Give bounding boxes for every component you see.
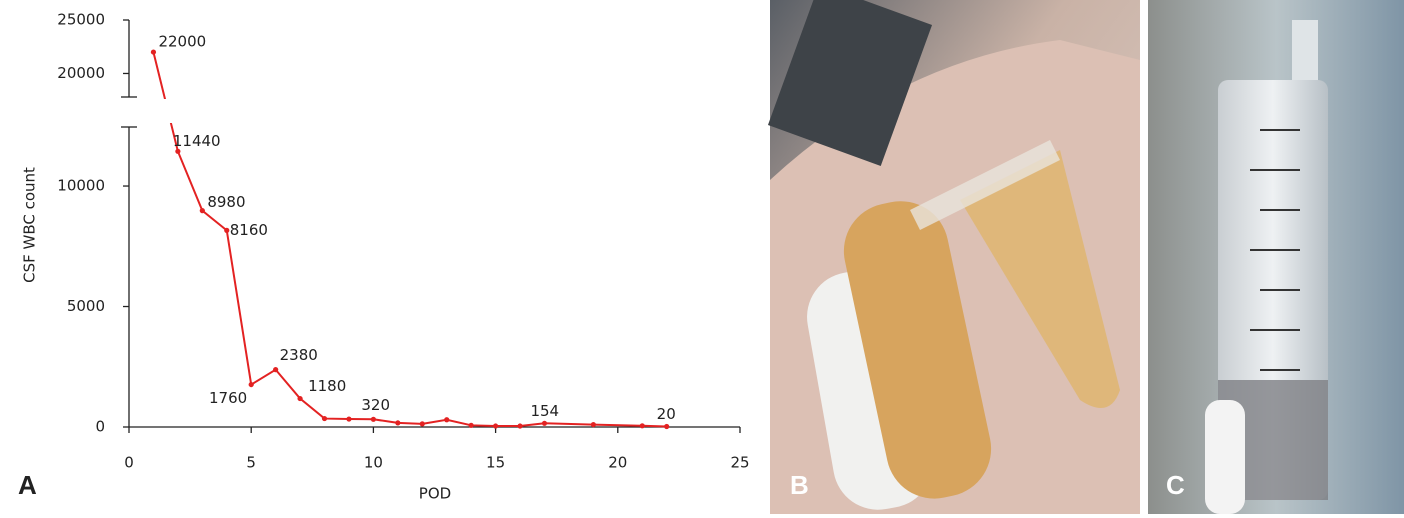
x-tick-label: 25 [730,454,749,472]
data-label: 2380 [280,346,318,364]
marker [248,381,254,388]
data-label: 8160 [230,221,268,239]
x-axis-label: POD [419,485,451,503]
y-tick-label: 5000 [67,297,105,315]
marker [175,148,181,154]
marker [199,208,205,214]
break-gap [139,99,199,123]
x-tick-label: 15 [486,454,505,472]
marker [419,421,425,427]
panel-label: B [790,470,809,500]
marker [346,416,352,422]
marker [444,417,450,423]
marker [493,423,499,429]
marker [321,415,328,422]
marker [150,49,157,55]
photo-c [1148,0,1404,514]
marker [370,416,376,422]
marker [639,423,645,429]
marker [297,395,303,402]
marker [590,421,596,428]
x-tick-label: 5 [246,454,256,472]
data-label: 154 [530,402,559,420]
data-label: 8980 [207,193,245,211]
photo-b [767,0,1140,514]
marker [395,420,401,426]
marker [273,367,279,373]
data-label: 1180 [308,377,346,395]
marker [664,423,670,430]
data-label: 320 [361,396,390,414]
data-label: 22000 [158,33,206,51]
panel-label: C [1166,470,1185,500]
y-axis-label: CSF WBC count [21,167,39,283]
y-tick-label: 20000 [57,64,105,82]
marker [517,423,523,429]
x-tick-label: 0 [124,454,134,472]
y-tick-label: 25000 [57,11,105,29]
data-label: 20 [657,405,676,423]
data-label: 11440 [173,132,221,150]
panel-label: A [18,470,37,500]
data-label: 1760 [209,389,247,407]
marker [468,422,474,428]
line [152,51,667,428]
marker [224,227,230,233]
x-tick-label: 10 [364,454,383,472]
marker [541,420,548,426]
y-tick-label: 0 [95,418,105,436]
y-tick-label: 10000 [57,177,105,195]
x-tick-label: 20 [608,454,627,472]
